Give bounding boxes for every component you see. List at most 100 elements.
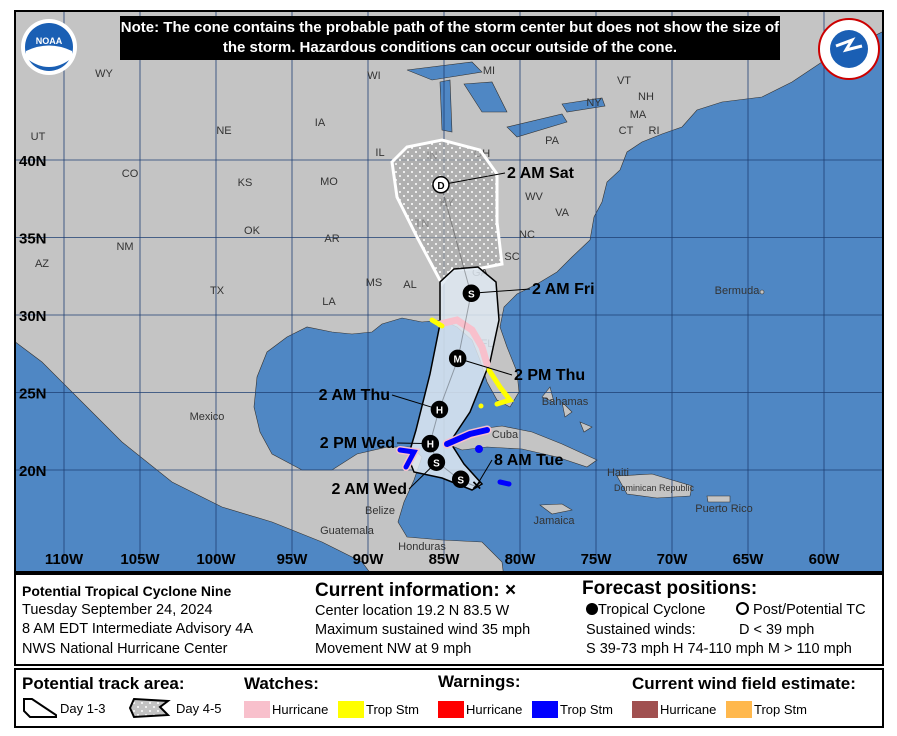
region-label: MO — [320, 176, 338, 188]
watches-title: Watches: — [244, 674, 319, 693]
lon-label: 100W — [196, 551, 236, 568]
wind-field-title: Current wind field estimate: — [632, 674, 856, 693]
forecast-point-marker — [448, 349, 467, 368]
watch-warning-segments — [396, 316, 515, 487]
region-label: VA — [555, 207, 570, 219]
region-label: CO — [122, 168, 139, 180]
map-canvas: 110W 105W 100W 95W 90W 85W 80W 75W 70W 65W 60W 40N 3… — [16, 12, 882, 571]
center-location: Center location 19.2 N 83.5 W — [315, 603, 510, 619]
current-info-title: Current information: × — [315, 580, 517, 601]
region-label: Jamaica — [534, 515, 576, 527]
intensity-symbol: S — [433, 458, 440, 469]
forecast-time-label: 2 AM Thu — [319, 387, 390, 404]
great-lakes — [406, 61, 606, 138]
legend-item-label: Trop Stm — [366, 702, 419, 717]
intensity-symbol: S — [457, 475, 464, 486]
region-label: Dominican Republic — [614, 483, 695, 493]
open-circle-icon — [736, 602, 749, 615]
region-label: Haiti — [607, 467, 629, 479]
movement: Movement NW at 9 mph — [315, 641, 472, 657]
advisory-number: 8 AM EDT Intermediate Advisory 4A — [22, 621, 254, 637]
intensity-symbol: M — [454, 354, 462, 365]
region-label: CT — [619, 125, 634, 137]
lon-label: 85W — [429, 551, 461, 568]
nws-logo — [818, 18, 880, 80]
region-label: RI — [649, 125, 660, 137]
track-area-title: Potential track area: — [22, 674, 185, 693]
legend-item-label: Hurricane — [272, 702, 329, 717]
forecast-point-marker — [462, 284, 481, 303]
lat-label: 25N — [19, 386, 47, 403]
info-panel: Potential Tropical Cyclone Nine Tuesday … — [14, 573, 884, 666]
forecast-point-marker — [432, 176, 450, 194]
legend-panel: Potential track area: Day 1-3 Day 4-5 Wa… — [14, 668, 884, 728]
cone-disclaimer: Note: The cone contains the probable pat… — [120, 16, 780, 60]
storm-name: Potential Tropical Cyclone Nine — [22, 583, 232, 599]
intensity-symbol: D — [437, 181, 444, 192]
day45-label: Day 4-5 — [176, 701, 222, 716]
region-label: MS — [366, 277, 383, 289]
region-label: AR — [324, 233, 339, 245]
lon-label: 60W — [809, 551, 841, 568]
legend-swatch — [726, 701, 752, 718]
region-label: NE — [216, 125, 231, 137]
forecast-time-label: 2 AM Wed — [331, 481, 407, 498]
ptc-label: Post/Potential TC — [753, 602, 866, 618]
day45-cone-icon — [128, 697, 171, 719]
lon-label: 70W — [657, 551, 689, 568]
lon-label: 95W — [277, 551, 309, 568]
lat-label: 40N — [19, 153, 47, 170]
lon-label: 75W — [581, 551, 613, 568]
lat-label: 35N — [19, 231, 47, 248]
region-label: NY — [586, 97, 602, 109]
region-label: KS — [238, 177, 253, 189]
region-label: Cuba — [492, 429, 519, 441]
forecast-point-marker — [427, 453, 446, 471]
legend-tropical-cyclone: Tropical Cyclone — [586, 602, 705, 618]
region-label: MA — [630, 109, 647, 121]
forecast-point-marker — [430, 400, 449, 419]
cone-day-4-5 — [390, 138, 504, 287]
region-label: NC — [519, 229, 535, 241]
label-leader-line — [457, 357, 513, 376]
lon-label: 90W — [353, 551, 385, 568]
legend-swatch — [338, 701, 364, 718]
forecast-point-marker — [421, 434, 440, 453]
region-label: AZ — [35, 258, 49, 270]
region-label: LA — [322, 296, 336, 308]
forecast-time-label: 2 AM Fri — [532, 281, 595, 298]
region-label: TX — [210, 285, 225, 297]
legend-item-label: Trop Stm — [560, 702, 613, 717]
intensity-symbol: H — [427, 440, 434, 451]
region-label: Bahamas — [542, 396, 589, 408]
warnings-title: Warnings: — [438, 672, 521, 691]
forecast-time-label: 8 AM Tue — [494, 452, 563, 469]
region-label: Belize — [365, 505, 395, 517]
legend-post-tc: Post/Potential TC — [736, 602, 866, 618]
forecast-time-label: 2 AM Sat — [507, 165, 575, 182]
forecast-points: 8 AM Tue × S 2 AM Wed S 2 PM Wed H 2 AM Thu H 2 P… — [319, 165, 595, 498]
legend-swatch — [438, 701, 464, 718]
lon-label: 65W — [733, 551, 765, 568]
region-label: SC — [504, 251, 519, 263]
lon-label: 80W — [505, 551, 537, 568]
region-label: IL — [375, 147, 384, 159]
legend-item-label: Hurricane — [660, 702, 717, 717]
legend-item-label: Hurricane — [466, 702, 523, 717]
d-category: D < 39 mph — [739, 622, 815, 638]
region-label: WI — [367, 70, 380, 82]
label-leader-line — [476, 459, 493, 486]
region-label: Puerto Rico — [695, 503, 752, 515]
legend-swatch — [632, 701, 658, 718]
forecast-point-marker — [451, 470, 470, 489]
region-label: IA — [315, 117, 326, 129]
intensity-symbol: H — [436, 406, 443, 417]
noaa-logo: NOAA — [21, 19, 77, 75]
max-wind: Maximum sustained wind 35 mph — [315, 622, 531, 638]
region-label: Honduras — [398, 541, 446, 553]
region-label: UT — [31, 131, 46, 143]
region-label: OK — [244, 225, 261, 237]
lat-label: 20N — [19, 463, 47, 480]
region-label: WV — [525, 191, 543, 203]
legend-swatch — [244, 701, 270, 718]
